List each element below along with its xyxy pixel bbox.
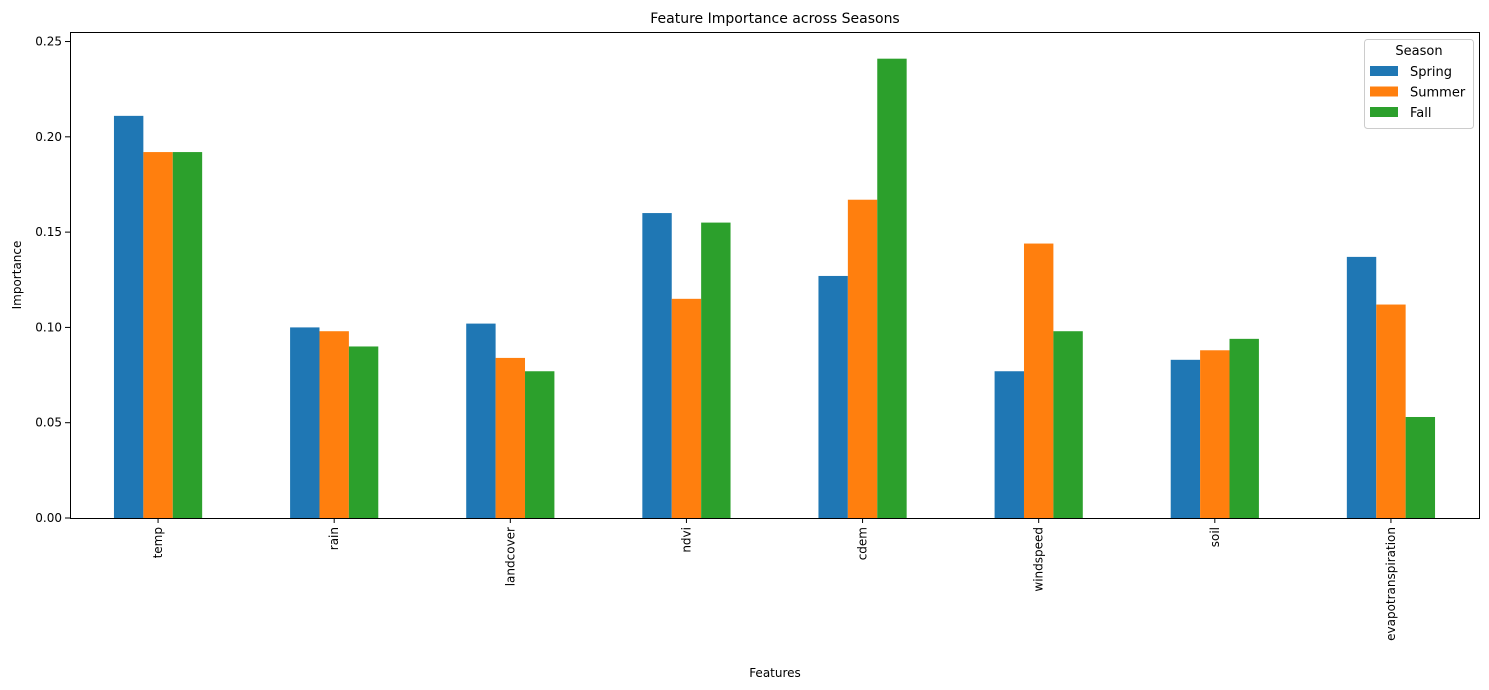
y-tick-label: 0.20 bbox=[35, 130, 62, 144]
bar-fall-evapotranspiration bbox=[1405, 416, 1436, 518]
x-tick-label-windspeed: windspeed bbox=[1032, 527, 1046, 592]
legend-label-summer: Summer bbox=[1410, 86, 1466, 101]
bar-summer-temp bbox=[143, 152, 173, 518]
x-tick-label-ndvi: ndvi bbox=[679, 527, 693, 553]
bar-summer-windspeed bbox=[1023, 243, 1054, 519]
x-axis-title: Features bbox=[749, 666, 801, 680]
legend-title: Season bbox=[1395, 44, 1442, 59]
y-axis-title: Importance bbox=[10, 241, 24, 310]
y-tick-label: 0.15 bbox=[35, 225, 62, 239]
y-axis: 0.00 0.05 0.10 0.15 0.20 0.25 bbox=[35, 35, 70, 525]
bar-fall-windspeed bbox=[1053, 331, 1083, 518]
bar-summer-landcover bbox=[495, 357, 526, 518]
bar-fall-ndvi bbox=[701, 222, 731, 518]
x-tick-label-cdem: cdem bbox=[856, 527, 870, 560]
bar-fall-soil bbox=[1229, 338, 1259, 518]
legend: Season Spring Summer Fall bbox=[1364, 39, 1474, 129]
bar-spring-temp bbox=[113, 115, 144, 519]
x-tick-label-rain: rain bbox=[327, 527, 341, 550]
x-axis: temp rain landcover ndvi cdem windspeed soil ev… bbox=[151, 518, 1398, 641]
legend-items: Spring Summer Fall bbox=[1370, 65, 1466, 121]
legend-swatch-fall bbox=[1370, 107, 1398, 117]
legend-swatch-summer bbox=[1370, 86, 1398, 97]
bar-spring-cdem bbox=[818, 275, 848, 518]
bar-spring-landcover bbox=[466, 323, 496, 518]
bar-summer-soil bbox=[1200, 350, 1230, 518]
bar-summer-cdem bbox=[847, 199, 878, 518]
y-tick-label: 0.05 bbox=[35, 416, 62, 430]
bar-spring-evapotranspiration bbox=[1346, 256, 1377, 518]
legend-box bbox=[1364, 39, 1474, 129]
bar-spring-rain bbox=[290, 327, 320, 518]
bar-summer-rain bbox=[319, 331, 349, 518]
plot-frame bbox=[70, 32, 1480, 519]
bar-spring-windspeed bbox=[994, 371, 1024, 518]
chart-title: Feature Importance across Seasons bbox=[650, 11, 899, 27]
y-tick-label: 0.25 bbox=[35, 35, 62, 49]
y-tick-label: 0.00 bbox=[35, 511, 62, 525]
legend-label-spring: Spring bbox=[1410, 65, 1452, 80]
x-tick-label-temp: temp bbox=[151, 527, 165, 558]
bar-spring-soil bbox=[1170, 359, 1201, 518]
x-tick-label-landcover: landcover bbox=[503, 527, 517, 586]
x-tick-label-soil: soil bbox=[1208, 527, 1222, 547]
bar-spring-ndvi bbox=[642, 213, 672, 518]
bar-fall-landcover bbox=[525, 371, 555, 518]
bars-group bbox=[113, 58, 1436, 519]
bar-fall-temp bbox=[172, 152, 203, 518]
bar-summer-evapotranspiration bbox=[1376, 304, 1406, 518]
legend-label-fall: Fall bbox=[1410, 106, 1431, 121]
y-tick-label: 0.10 bbox=[35, 320, 62, 334]
bar-fall-cdem bbox=[877, 58, 907, 519]
legend-swatch-spring bbox=[1370, 66, 1398, 76]
bar-fall-rain bbox=[348, 346, 379, 518]
x-tick-label-evapotranspiration: evapotranspiration bbox=[1384, 527, 1398, 641]
bar-summer-ndvi bbox=[671, 298, 702, 518]
